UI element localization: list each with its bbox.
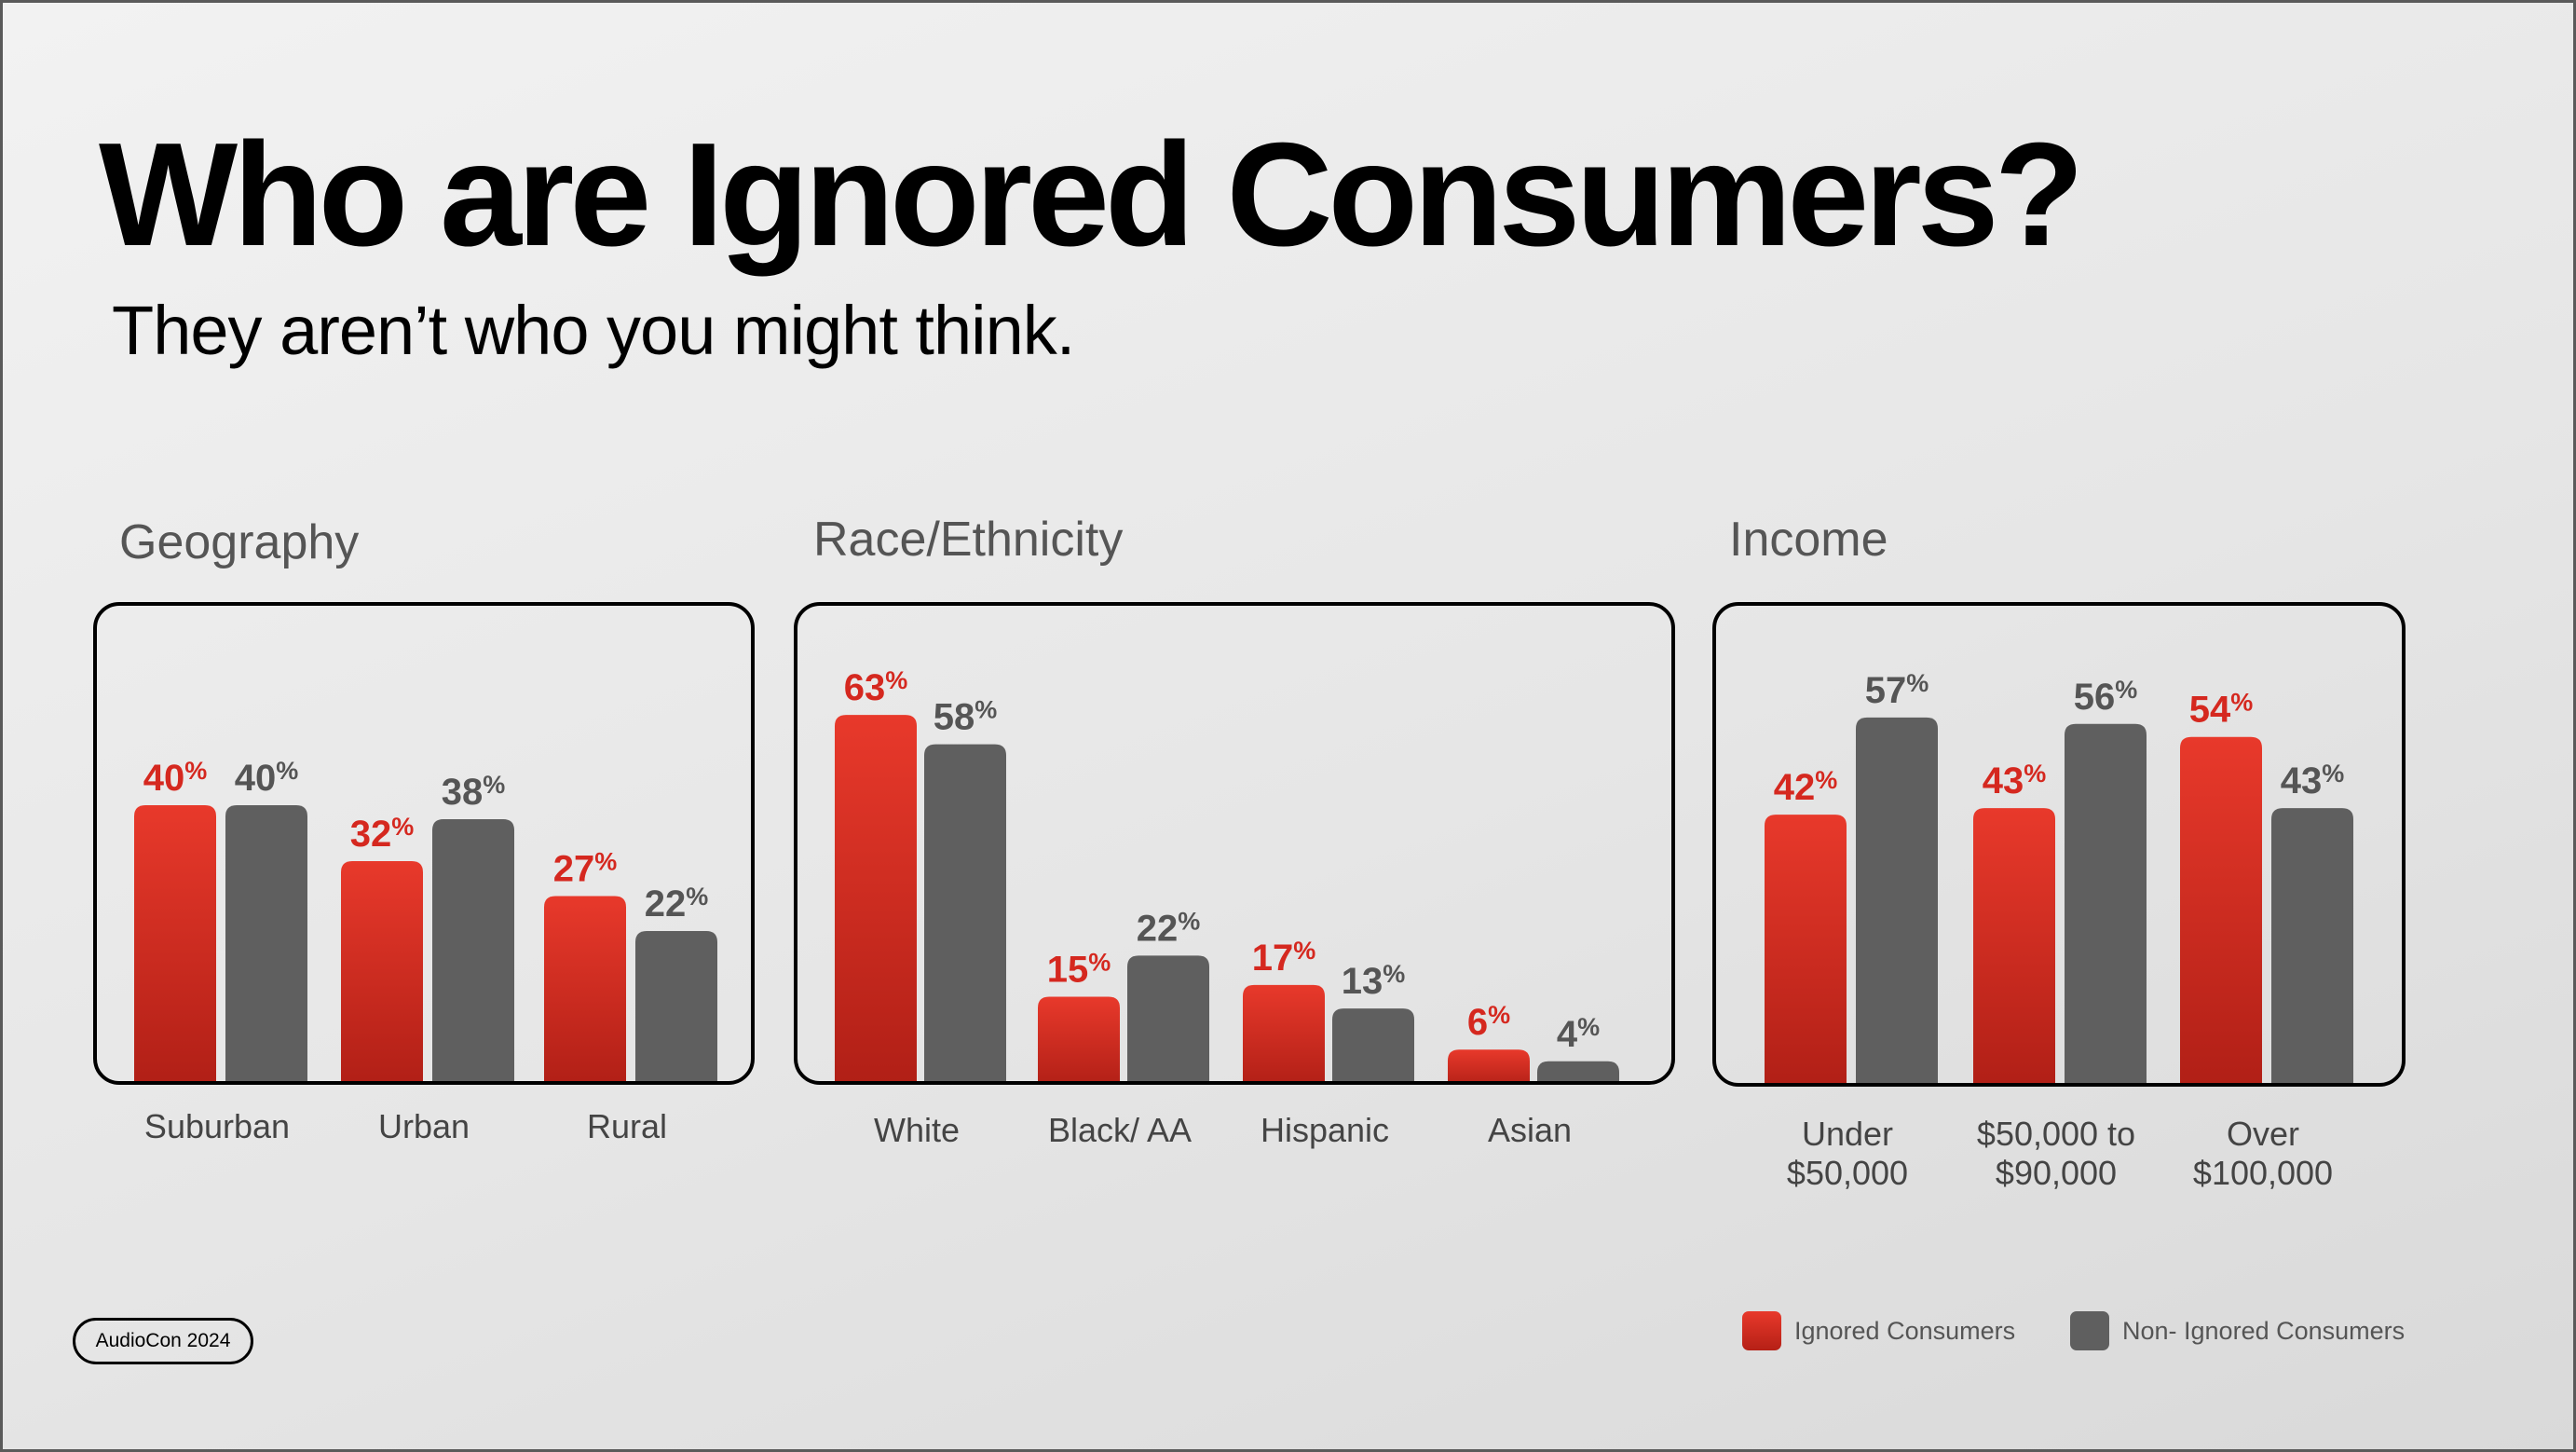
value-label-geography-suburban-ignored: 40% [143, 757, 208, 799]
bar-race-black-aa-ignored [1038, 996, 1120, 1081]
income-title: Income [1729, 513, 1888, 567]
value-label-income-under-50-000-non-ignored: 57% [1865, 669, 1929, 711]
bar-geography-urban-non-ignored [432, 819, 514, 1081]
bar-race-asian-ignored [1448, 1049, 1530, 1081]
value-label-geography-rural-non-ignored: 22% [645, 883, 709, 925]
geography-bars-svg: 40% 40% 32% 38% 27% 22% [134, 757, 717, 1081]
value-label-geography-urban-ignored: 32% [350, 813, 415, 855]
value-label-race-asian-non-ignored: 4% [1557, 1013, 1600, 1055]
bar-income-50-000-to-90-000-ignored [1973, 808, 2055, 1083]
value-label-race-white-ignored: 63% [844, 666, 908, 708]
category-label-income-50-000-to-90-000: $50,000 to $90,000 [1976, 1115, 2136, 1192]
value-label-geography-urban-non-ignored: 38% [442, 771, 506, 813]
legend-item-ignored: Ignored Consumers [1742, 1310, 2015, 1351]
legend-label-ignored: Ignored Consumers [1794, 1316, 2016, 1345]
bar-race-asian-non-ignored [1537, 1061, 1619, 1081]
bar-income-under-50-000-ignored [1765, 815, 1847, 1083]
bar-race-white-ignored [835, 715, 917, 1081]
legend-swatch-ignored [1742, 1311, 1781, 1350]
value-label-race-asian-ignored: 6% [1467, 1001, 1510, 1043]
bar-race-white-non-ignored [924, 744, 1006, 1081]
bar-income-over-100-000-non-ignored [2271, 808, 2353, 1083]
value-label-income-50-000-to-90-000-non-ignored: 56% [2074, 676, 2138, 718]
bar-geography-suburban-non-ignored [225, 805, 307, 1081]
geography-chart: 40% 40% 32% 38% 27% 22% [93, 602, 755, 1085]
value-label-race-black-aa-ignored: 15% [1047, 949, 1111, 991]
legend-swatch-non-ignored [2070, 1311, 2109, 1350]
bar-income-50-000-to-90-000-non-ignored [2065, 723, 2147, 1083]
geography-title: Geography [119, 515, 360, 569]
bar-income-under-50-000-non-ignored [1856, 717, 1938, 1083]
value-label-race-black-aa-non-ignored: 22% [1137, 907, 1201, 949]
value-label-geography-suburban-non-ignored: 40% [235, 757, 299, 799]
category-label-race-asian: Asian [1487, 1111, 1573, 1149]
race-bars-svg: 63% 58% 15% 22% 17% 13% 6% 4% [835, 666, 1619, 1081]
category-label-geography-urban: Urban [377, 1107, 470, 1145]
value-label-income-over-100-000-non-ignored: 43% [2281, 760, 2345, 801]
bar-geography-suburban-ignored [134, 805, 216, 1081]
page-subtitle: They aren’t who you might think. [112, 292, 1075, 369]
bar-race-hispanic-ignored [1243, 984, 1325, 1081]
bar-income-over-100-000-ignored [2180, 736, 2262, 1083]
category-label-income-under-50-000: Under $50,000 [1786, 1115, 1909, 1192]
income-bars-svg: 42% 57% 43% 56% 54% 43% [1765, 669, 2353, 1083]
legend-item-non-ignored: Non- Ignored Consumers [2070, 1310, 2405, 1351]
value-label-income-under-50-000-ignored: 42% [1774, 766, 1838, 808]
value-label-race-hispanic-non-ignored: 13% [1342, 960, 1406, 1002]
value-label-income-50-000-to-90-000-ignored: 43% [1983, 760, 2047, 801]
value-label-geography-rural-ignored: 27% [553, 848, 618, 890]
bar-geography-rural-ignored [544, 896, 626, 1081]
value-label-race-white-non-ignored: 58% [934, 696, 998, 738]
category-label-race-black-aa: Black/ AA [1047, 1111, 1193, 1149]
value-label-income-over-100-000-ignored: 54% [2189, 689, 2254, 731]
category-label-geography-suburban: Suburban [143, 1107, 291, 1145]
income-chart: 42% 57% 43% 56% 54% 43% [1712, 602, 2406, 1087]
category-label-income-over-100-000: Over $100,000 [2192, 1115, 2334, 1192]
bar-geography-rural-non-ignored [635, 931, 717, 1081]
category-label-race-white: White [873, 1111, 961, 1149]
race-chart: 63% 58% 15% 22% 17% 13% 6% 4% [794, 602, 1675, 1085]
legend-label-non-ignored: Non- Ignored Consumers [2122, 1316, 2406, 1345]
bar-race-hispanic-non-ignored [1332, 1008, 1414, 1081]
event-badge: AudioCon 2024 [73, 1318, 253, 1364]
page-title: Who are Ignored Consumers? [99, 113, 2084, 277]
bar-race-black-aa-non-ignored [1127, 955, 1209, 1081]
category-label-geography-rural: Rural [586, 1107, 668, 1145]
race-title: Race/Ethnicity [813, 513, 1124, 567]
value-label-race-hispanic-ignored: 17% [1252, 937, 1316, 979]
category-label-race-hispanic: Hispanic [1260, 1111, 1390, 1149]
bar-geography-urban-ignored [341, 861, 423, 1081]
